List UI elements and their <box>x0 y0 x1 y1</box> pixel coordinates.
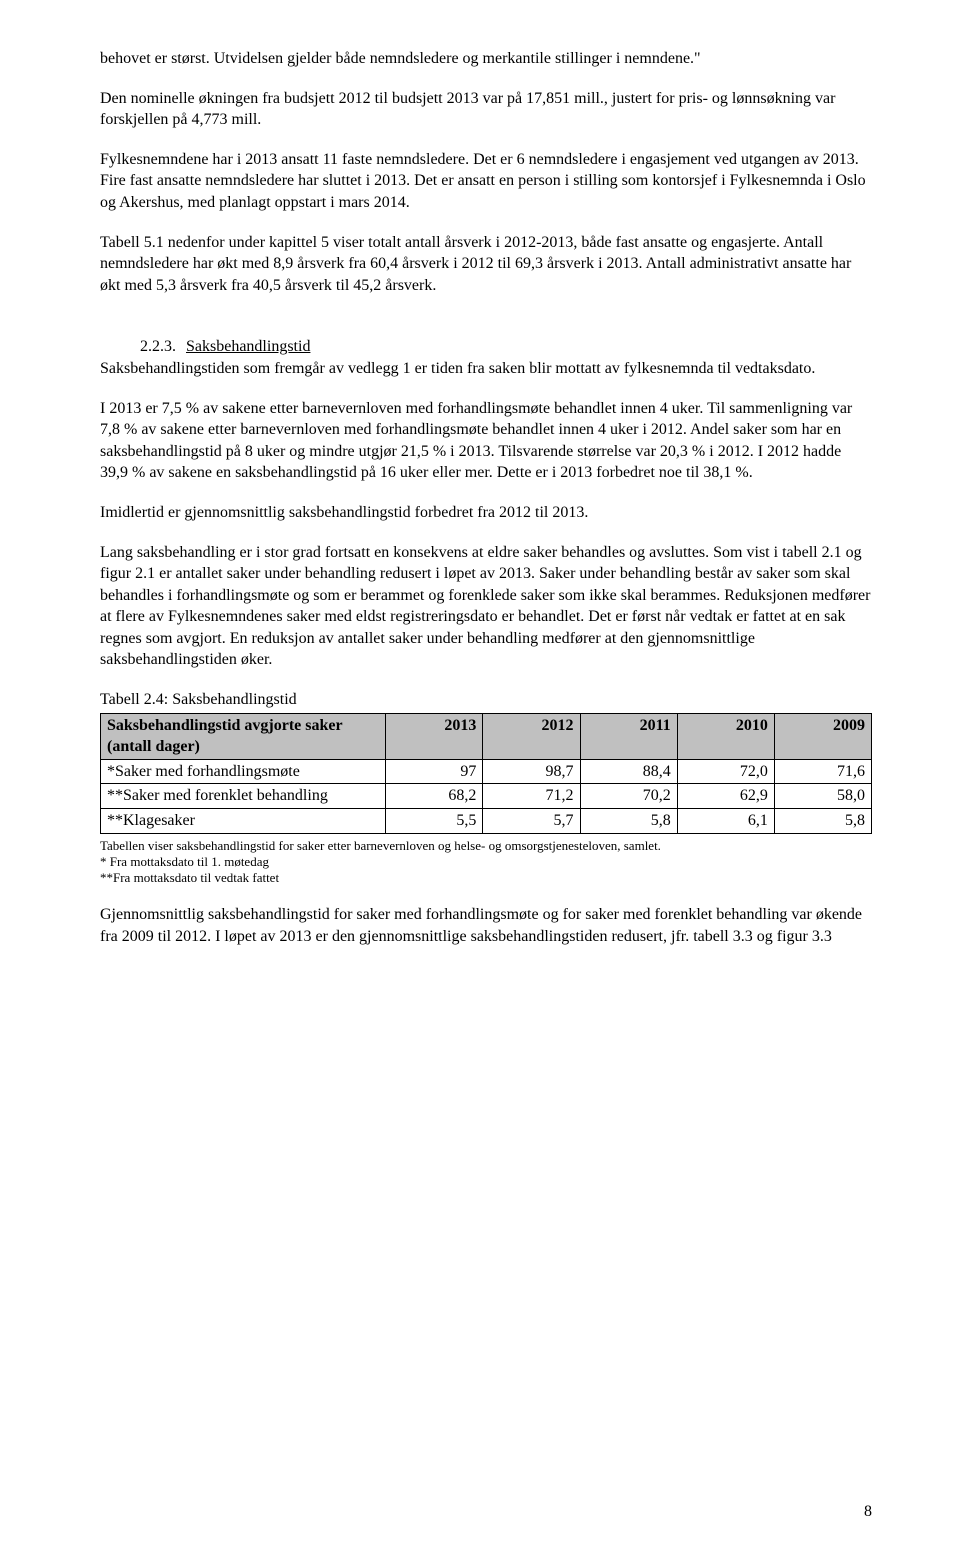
paragraph-7: Imidlertid er gjennomsnittlig saksbehand… <box>100 502 872 524</box>
footnote-line: Tabellen viser saksbehandlingstid for sa… <box>100 838 872 854</box>
table-footnotes: Tabellen viser saksbehandlingstid for sa… <box>100 838 872 887</box>
cell: 62,9 <box>677 784 774 809</box>
section-number: 2.2.3. <box>140 338 176 355</box>
table-header-row: Saksbehandlingstid avgjorte saker (antal… <box>101 713 872 759</box>
paragraph-1: behovet er størst. Utvidelsen gjelder bå… <box>100 48 872 70</box>
section-heading: 2.2.3. Saksbehandlingstid <box>100 336 872 358</box>
cell: 6,1 <box>677 809 774 834</box>
saksbehandlingstid-table: Saksbehandlingstid avgjorte saker (antal… <box>100 713 872 834</box>
header-col-2011: 2011 <box>580 713 677 759</box>
header-col-2013: 2013 <box>386 713 483 759</box>
cell: 58,0 <box>774 784 871 809</box>
table-row: **Klagesaker 5,5 5,7 5,8 6,1 5,8 <box>101 809 872 834</box>
page-number: 8 <box>864 1501 872 1523</box>
header-col-2009: 2009 <box>774 713 871 759</box>
cell: 5,8 <box>580 809 677 834</box>
table-row: *Saker med forhandlingsmøte 97 98,7 88,4… <box>101 759 872 784</box>
paragraph-2: Den nominelle økningen fra budsjett 2012… <box>100 88 872 131</box>
cell: 97 <box>386 759 483 784</box>
row-label: **Klagesaker <box>101 809 386 834</box>
row-label: *Saker med forhandlingsmøte <box>101 759 386 784</box>
cell: 5,5 <box>386 809 483 834</box>
cell: 71,6 <box>774 759 871 784</box>
cell: 71,2 <box>483 784 580 809</box>
footnote-line: **Fra mottaksdato til vedtak fattet <box>100 870 872 886</box>
paragraph-5: Saksbehandlingstiden som fremgår av vedl… <box>100 358 872 380</box>
header-label: Saksbehandlingstid avgjorte saker (antal… <box>101 713 386 759</box>
table-title: Tabell 2.4: Saksbehandlingstid <box>100 689 872 711</box>
paragraph-6: I 2013 er 7,5 % av sakene etter barnever… <box>100 398 872 484</box>
paragraph-4: Tabell 5.1 nedenfor under kapittel 5 vis… <box>100 232 872 297</box>
cell: 88,4 <box>580 759 677 784</box>
cell: 68,2 <box>386 784 483 809</box>
table-row: **Saker med forenklet behandling 68,2 71… <box>101 784 872 809</box>
paragraph-8: Lang saksbehandling er i stor grad forts… <box>100 542 872 672</box>
header-col-2010: 2010 <box>677 713 774 759</box>
header-col-2012: 2012 <box>483 713 580 759</box>
footnote-line: * Fra mottaksdato til 1. møtedag <box>100 854 872 870</box>
cell: 72,0 <box>677 759 774 784</box>
cell: 5,8 <box>774 809 871 834</box>
cell: 98,7 <box>483 759 580 784</box>
paragraph-9: Gjennomsnittlig saksbehandlingstid for s… <box>100 904 872 947</box>
section-title: Saksbehandlingstid <box>186 338 310 355</box>
row-label: **Saker med forenklet behandling <box>101 784 386 809</box>
cell: 70,2 <box>580 784 677 809</box>
paragraph-3: Fylkesnemndene har i 2013 ansatt 11 fast… <box>100 149 872 214</box>
cell: 5,7 <box>483 809 580 834</box>
